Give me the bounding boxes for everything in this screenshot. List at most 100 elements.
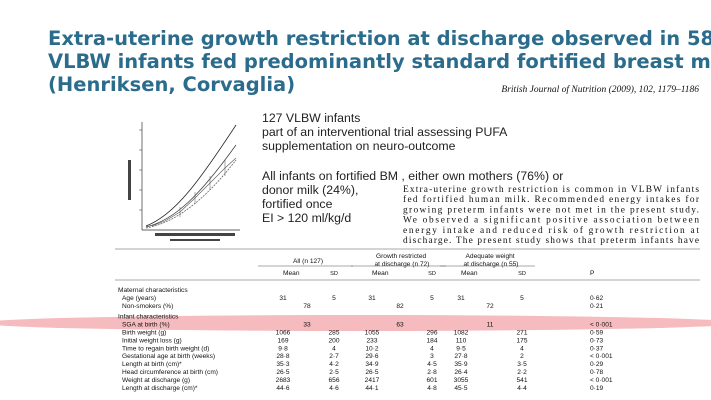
sub-header: SD (330, 271, 338, 277)
cell: 1066 (276, 330, 291, 337)
cell: 4·4 (517, 385, 527, 392)
cell: 5 (332, 295, 336, 302)
cell: 26·5 (276, 369, 290, 376)
cell: 82 (396, 303, 404, 310)
abstract-line: fed fortified human milk. Recommended en… (403, 194, 700, 205)
sub-header: P (590, 270, 595, 277)
cell: 78 (303, 303, 311, 310)
cell: 601 (426, 377, 437, 384)
cell: < 0·001 (590, 377, 613, 384)
note-line: fortified once (262, 197, 333, 211)
sub-header: SD (428, 271, 436, 277)
figure (128, 122, 240, 241)
cell: 4·2 (329, 361, 339, 368)
note-line: EI > 120 ml/kg/d (262, 211, 351, 225)
sub-header: Mean (461, 270, 478, 277)
cell: 35·3 (276, 361, 290, 368)
cell: 3·5 (517, 361, 527, 368)
cell: 2·7 (329, 353, 339, 360)
cell: 5 (430, 295, 434, 302)
cell: 1082 (454, 330, 469, 337)
row-label: Gestational age at birth (weeks) (122, 353, 215, 360)
cell: 4·8 (427, 385, 437, 392)
cell: 4 (520, 345, 524, 352)
cell: 0·73 (590, 337, 604, 344)
note-line: All infants on fortified BM , either own… (262, 169, 563, 183)
row-label: Length at birth (cm)* (122, 361, 182, 368)
cell: 2683 (276, 377, 291, 384)
cell: 29·6 (365, 353, 379, 360)
cell: 31 (279, 295, 287, 302)
title-line: VLBW infants fed predominantly standard … (48, 50, 711, 73)
cell: 45·5 (454, 385, 468, 392)
cell: 5 (520, 295, 524, 302)
row-label: Non-smokers (%) (122, 303, 173, 310)
cell: 0·59 (590, 330, 604, 337)
sub-header: Mean (372, 270, 389, 277)
group-header: All (n 127) (293, 258, 323, 265)
cell: < 0·001 (590, 322, 613, 329)
cell: 9·5 (456, 345, 466, 352)
cell: 0·78 (590, 369, 604, 376)
cell: 34·9 (365, 361, 379, 368)
cell: 271 (516, 330, 527, 337)
cell: 31 (368, 295, 376, 302)
cell: 285 (328, 330, 339, 337)
cell: 0·19 (590, 385, 604, 392)
note-line: 127 VLBW infants (262, 111, 360, 125)
cell: 26·5 (365, 369, 379, 376)
cell: 35·9 (454, 361, 468, 368)
cell: 33 (303, 322, 311, 329)
cell: 27·8 (454, 353, 468, 360)
cell: 4 (430, 345, 434, 352)
citation: British Journal of Nutrition (2009), 102… (501, 84, 699, 95)
title-line: Extra-uterine growth restriction at disc… (48, 27, 711, 50)
cell: 169 (277, 337, 288, 344)
cell: 200 (328, 337, 339, 344)
cell: 9·8 (278, 345, 288, 352)
highlight (0, 315, 711, 331)
abstract-line: growing preterm infants were not met in … (403, 204, 699, 215)
row-label: Age (years) (122, 295, 156, 302)
cell: 4·5 (427, 361, 437, 368)
abstract-line: Extra-uterine growth restriction is comm… (403, 184, 699, 195)
cell: 233 (366, 337, 377, 344)
row-label: Initial weight loss (g) (122, 337, 182, 344)
sub-header: SD (518, 271, 526, 277)
note-line: part of an interventional trial assessin… (262, 125, 508, 139)
cell: 4 (332, 345, 336, 352)
abstract-line: discharge. The present study shows that … (403, 235, 699, 246)
cell: 28·8 (276, 353, 290, 360)
row-label: SGA at birth (%) (122, 322, 170, 329)
cell: 175 (516, 337, 527, 344)
cell: 44·1 (365, 385, 379, 392)
section-label: Infant characteristics (118, 314, 179, 321)
group-header: Adequate weight at discharge (n 55) (464, 253, 519, 268)
group-header: Growth restricted at discharge (n 72) (375, 253, 430, 268)
cell: 2 (520, 353, 524, 360)
row-label: Birth weight (g) (122, 330, 166, 337)
sub-header: Mean (283, 270, 300, 277)
cell: 0·21 (590, 303, 604, 310)
cell: 44·6 (276, 385, 290, 392)
cell: 3 (430, 353, 434, 360)
cell: 296 (426, 330, 437, 337)
cell: 4·6 (329, 385, 339, 392)
cell: 3055 (454, 377, 469, 384)
cell: 2417 (365, 377, 380, 384)
row-label: Weight at discharge (g) (122, 377, 190, 384)
cell: 31 (457, 295, 465, 302)
cell: 110 (456, 337, 467, 344)
cell: < 0·001 (590, 353, 613, 360)
cell: 11 (487, 322, 494, 329)
cell: 63 (396, 322, 404, 329)
abstract-line: energy intake and reduced risk of growth… (403, 225, 699, 236)
note-line: donor milk (24%), (262, 183, 358, 197)
title-line: (Henriksen, Corvaglia) (48, 73, 295, 96)
note-line: supplementation on neuro-outcome (262, 139, 456, 153)
cell: 0·62 (590, 295, 604, 302)
cell: 72 (486, 303, 494, 310)
cell: 184 (426, 337, 437, 344)
